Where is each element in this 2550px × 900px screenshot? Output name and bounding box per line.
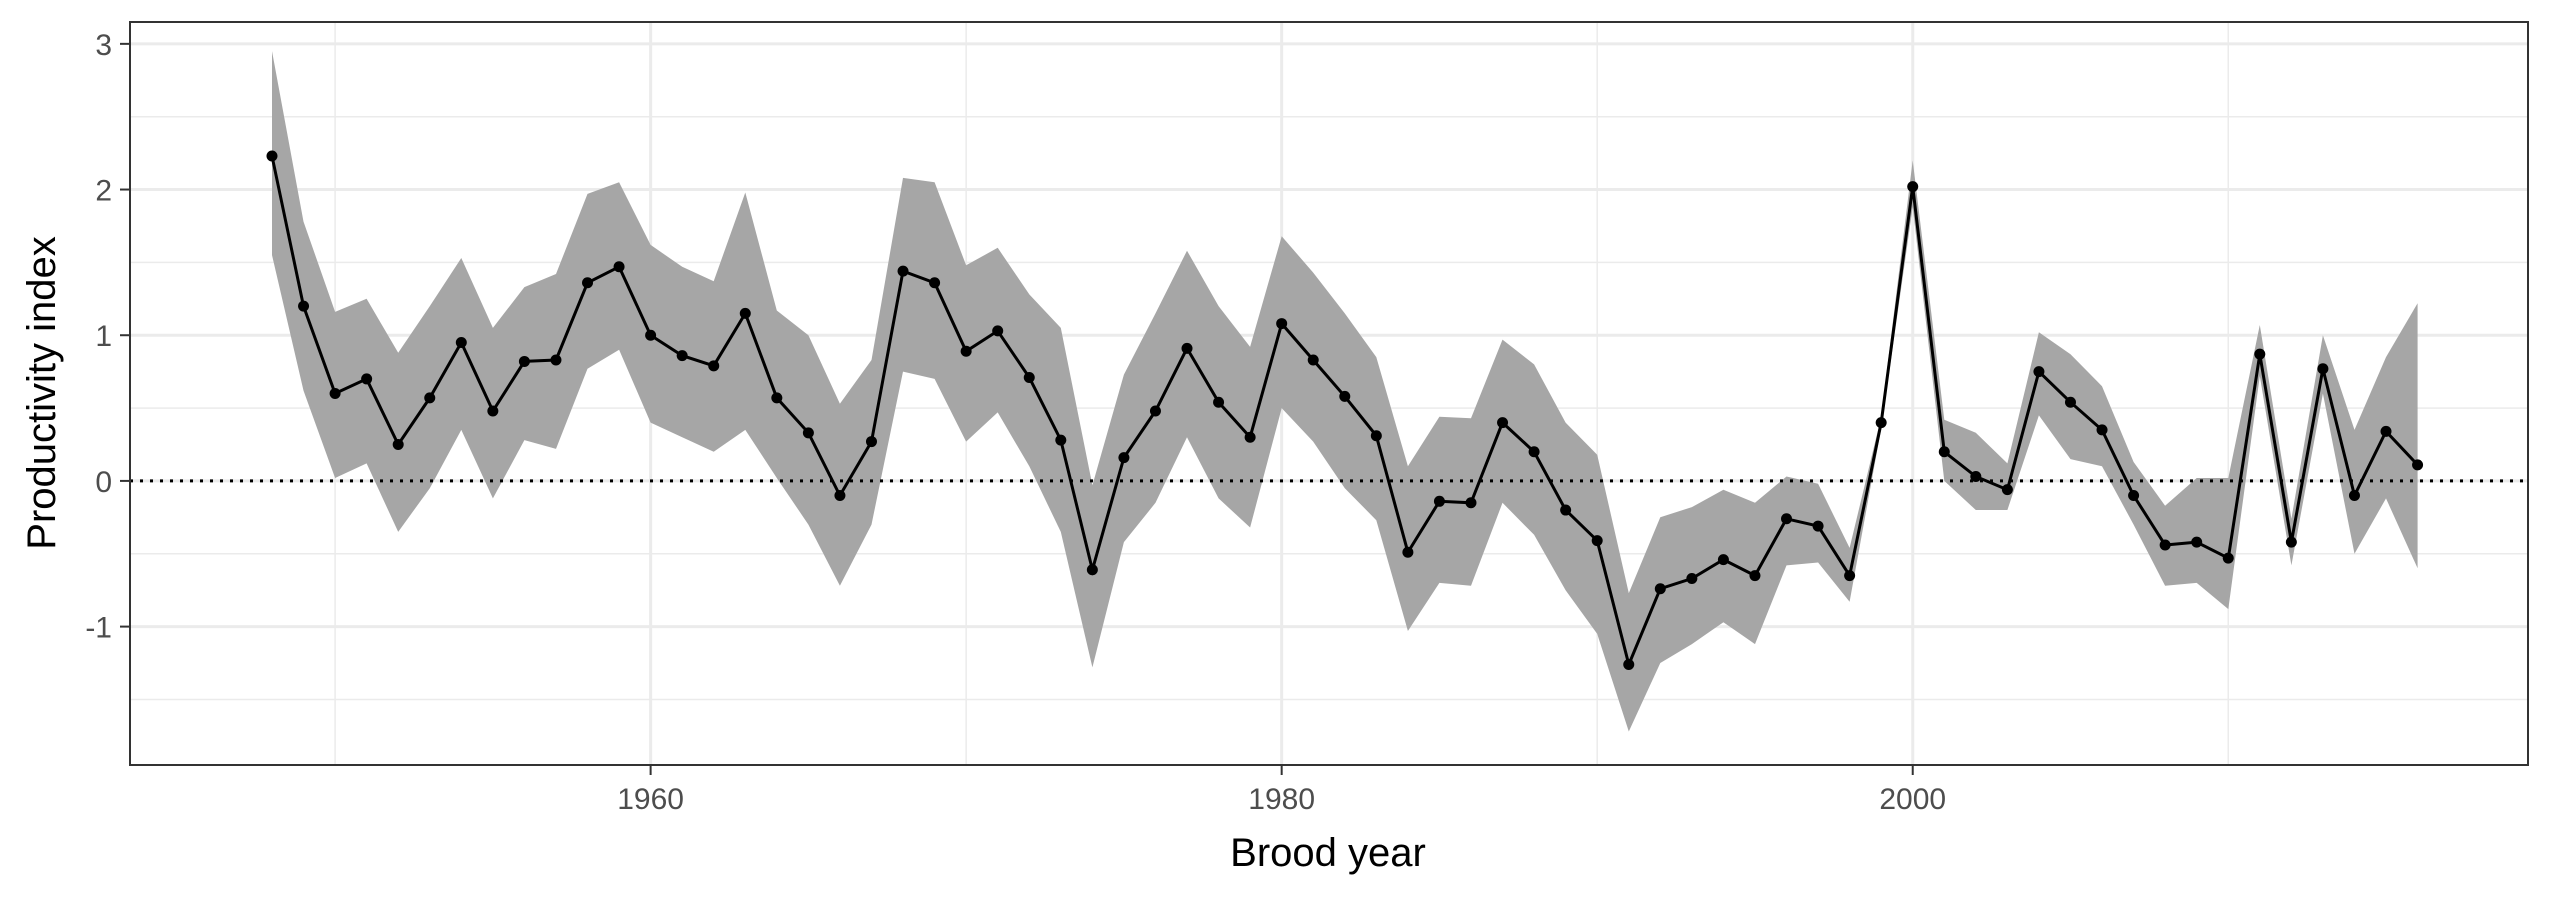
- y-tick-label: -1: [85, 612, 112, 645]
- data-point: [1339, 390, 1351, 402]
- data-point: [1023, 371, 1035, 383]
- data-point: [2033, 366, 2045, 378]
- data-point: [361, 373, 373, 385]
- data-point: [1528, 446, 1540, 458]
- data-point: [1844, 570, 1856, 582]
- data-point: [329, 388, 341, 399]
- x-axis-ticks: 1960 1980 2000: [617, 765, 1946, 816]
- data-point: [1149, 405, 1161, 417]
- data-point: [897, 265, 909, 277]
- data-point: [2254, 348, 2266, 360]
- data-point: [2285, 536, 2297, 548]
- data-point: [392, 438, 404, 450]
- data-point: [1497, 417, 1509, 429]
- data-point: [1560, 504, 1572, 516]
- data-point: [1433, 495, 1445, 507]
- data-point: [834, 489, 846, 501]
- data-point: [1717, 554, 1729, 566]
- data-point: [518, 355, 530, 367]
- x-tick-label: 2000: [1879, 783, 1946, 816]
- data-point: [1307, 354, 1319, 366]
- data-point: [676, 350, 688, 362]
- data-point: [1086, 564, 1098, 576]
- data-point: [550, 354, 562, 366]
- data-point: [865, 436, 877, 448]
- data-point: [2348, 489, 2360, 501]
- data-point: [1244, 431, 1256, 443]
- data-point: [455, 337, 467, 349]
- data-point: [2222, 552, 2234, 564]
- data-point: [992, 325, 1004, 337]
- y-tick-label: 3: [95, 29, 112, 62]
- data-point: [1623, 658, 1635, 670]
- data-point: [2128, 489, 2140, 501]
- data-point: [613, 261, 625, 273]
- data-point: [1465, 497, 1477, 509]
- data-point: [1370, 430, 1382, 442]
- data-point: [1686, 573, 1698, 585]
- data-points: [266, 150, 2424, 670]
- y-axis-title: Productivity index: [20, 236, 64, 549]
- data-point: [2096, 424, 2108, 436]
- x-tick-label: 1980: [1248, 783, 1315, 816]
- data-point: [424, 392, 436, 404]
- data-point: [929, 277, 941, 289]
- data-point: [1907, 181, 1919, 193]
- y-tick-label: 1: [95, 320, 112, 353]
- data-point: [2001, 484, 2013, 496]
- data-point: [487, 405, 499, 417]
- x-axis-title: Brood year: [1230, 831, 1426, 875]
- data-point: [298, 300, 310, 312]
- data-point: [266, 150, 278, 162]
- data-point: [1812, 520, 1824, 532]
- data-point: [1276, 318, 1288, 330]
- data-point: [1938, 446, 1950, 458]
- data-point: [2159, 539, 2171, 551]
- x-tick-label: 1960: [617, 783, 684, 816]
- data-point: [1591, 535, 1603, 547]
- panel-border: [129, 21, 2529, 766]
- data-point: [802, 427, 814, 439]
- data-point: [1749, 570, 1761, 582]
- data-point: [582, 277, 594, 289]
- data-point: [2191, 536, 2203, 548]
- data-point: [2317, 363, 2329, 375]
- data-point: [2380, 425, 2392, 437]
- data-point: [2064, 396, 2076, 408]
- data-point: [1213, 396, 1225, 408]
- data-point: [960, 345, 972, 357]
- y-tick-label: 0: [95, 466, 112, 499]
- data-point: [1118, 452, 1130, 464]
- data-point: [645, 329, 657, 341]
- data-point: [2412, 459, 2424, 471]
- data-point: [1181, 342, 1193, 354]
- data-point: [771, 392, 783, 404]
- data-point: [1875, 417, 1887, 429]
- data-point: [1055, 434, 1067, 446]
- data-point: [1781, 513, 1793, 525]
- data-point: [1654, 583, 1666, 595]
- y-tick-label: 2: [95, 175, 112, 208]
- data-point: [1402, 546, 1414, 558]
- data-point: [739, 307, 751, 319]
- y-axis-ticks: -1 0 1 2 3: [85, 29, 130, 645]
- data-point: [1970, 471, 1982, 483]
- data-point: [708, 360, 720, 372]
